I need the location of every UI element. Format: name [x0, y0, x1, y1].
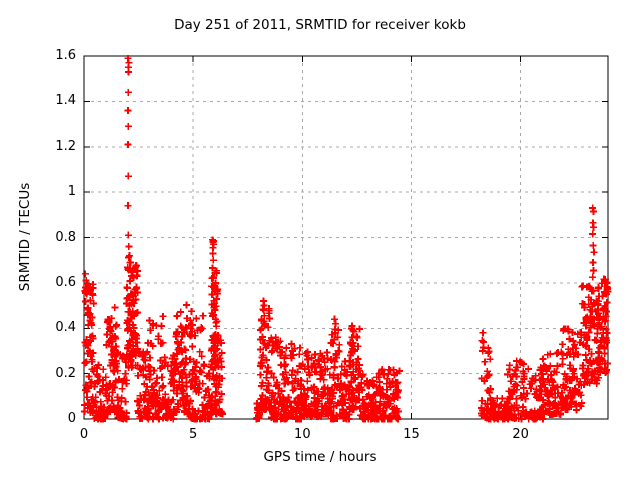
x-tick-label: 10 — [294, 427, 311, 442]
y-tick-label: 1 — [67, 184, 76, 200]
chart-title: Day 251 of 2011, SRMTID for receiver kok… — [174, 17, 466, 33]
y-tick-label: 0 — [67, 411, 76, 426]
y-tick-label: 0.2 — [55, 365, 76, 381]
y-tick-label: 0.4 — [55, 320, 76, 336]
y-tick-label: 1.6 — [55, 48, 76, 63]
y-tick-label: 1.4 — [55, 93, 76, 109]
y-tick-label: 0.8 — [55, 229, 76, 245]
x-tick-label: 5 — [189, 427, 198, 442]
x-tick-label: 15 — [403, 427, 420, 442]
y-tick-label: 1.2 — [55, 138, 76, 154]
x-tick-label: 20 — [512, 427, 529, 442]
y-tick-label: 0.6 — [55, 274, 76, 290]
x-tick-label: 0 — [79, 427, 89, 442]
x-axis-label: GPS time / hours — [263, 449, 377, 465]
